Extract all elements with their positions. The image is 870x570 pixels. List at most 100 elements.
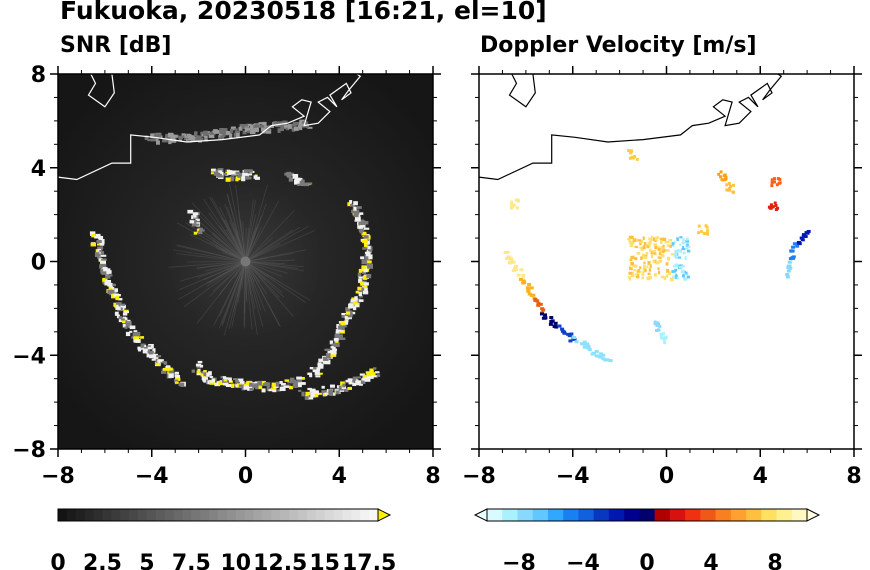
snr-echo-cell — [167, 132, 174, 137]
velocity-echo-cell — [644, 254, 648, 258]
snr-echo-cell — [203, 378, 207, 383]
velocity-echo-cell — [674, 275, 678, 279]
snr-ytick-label: 4 — [31, 157, 46, 182]
snr-echo-cell — [352, 301, 359, 305]
snr-clutter-ray — [245, 261, 252, 297]
velocity-echo-cell — [666, 240, 670, 243]
snr-echo-cell — [301, 376, 305, 380]
snr-echo-cell — [314, 393, 319, 398]
snr-echo-cell — [152, 137, 156, 142]
snr-echo-cell — [370, 372, 376, 376]
snr-colorbar-cell — [164, 509, 175, 521]
snr-clutter-ray — [245, 261, 258, 336]
velocity-echo-cell — [699, 230, 703, 234]
snr-echo-cell — [312, 367, 318, 373]
velocity-echo-cell — [601, 353, 606, 357]
snr-colorbar-cell — [155, 509, 166, 521]
velocity-echo-cell — [657, 247, 661, 251]
snr-echo-cell — [280, 128, 285, 132]
snr-colorbar-cell — [129, 509, 139, 521]
velocity-echo-cell — [789, 249, 794, 253]
velocity-echo-cell — [605, 358, 610, 362]
velocity-echo-cell — [603, 358, 608, 362]
snr-clutter-ray — [176, 253, 246, 262]
snr-echo-cell — [323, 356, 329, 361]
velocity-echo-cell — [767, 205, 771, 209]
velocity-echo-cell — [654, 259, 657, 264]
velocity-echo-cell — [685, 239, 689, 243]
snr-clutter-ray — [198, 220, 246, 262]
snr-echo-cell — [225, 383, 231, 388]
velocity-echo-cell — [770, 184, 774, 188]
snr-echo-cell — [95, 249, 101, 253]
snr-clutter-ray — [245, 261, 280, 327]
velocity-echo-cell — [628, 238, 632, 242]
snr-echo-cell — [214, 130, 220, 134]
snr-echo-cell — [102, 267, 108, 272]
snr-echo-cell — [168, 373, 174, 378]
snr-echo-cell — [209, 376, 214, 379]
velocity-echo-cell — [653, 273, 657, 277]
snr-echo-cell — [104, 281, 110, 286]
snr-echo-cell — [175, 381, 179, 384]
snr-echo-cell — [262, 121, 267, 127]
snr-echo-cell — [258, 385, 263, 389]
snr-echo-cell — [118, 317, 123, 323]
snr-echo-cell — [367, 263, 373, 269]
snr-colorbar-cell — [262, 509, 272, 521]
velocity-echo-cell — [647, 272, 651, 276]
snr-echo-cell — [362, 247, 367, 250]
velocity-panel-title: Doppler Velocity [m/s] — [480, 33, 757, 58]
snr-echo-cell — [327, 353, 332, 359]
snr-echo-cell — [348, 381, 354, 385]
snr-colorbar-cell — [333, 509, 343, 521]
snr-echo-cell — [358, 278, 362, 282]
velocity-echo-cell — [659, 238, 664, 241]
snr-echo-cell — [279, 381, 283, 384]
velocity-echo-cell — [543, 313, 548, 317]
snr-echo-cell — [247, 176, 252, 180]
velocity-echo-cell — [724, 177, 728, 181]
snr-echo-cell — [168, 370, 174, 376]
snr-xtick-label: 8 — [425, 464, 440, 489]
snr-echo-cell — [235, 383, 239, 388]
velocity-echo-cell — [508, 256, 513, 260]
velocity-echo-cell — [720, 178, 724, 182]
snr-clutter-ray — [245, 200, 256, 262]
snr-echo-cell — [249, 382, 254, 387]
snr-echo-cell — [264, 382, 268, 387]
snr-clutter-ray — [208, 212, 246, 262]
velocity-echo-cell — [598, 352, 603, 356]
snr-echo-cell — [301, 391, 305, 397]
velocity-echo-cell — [685, 271, 688, 275]
snr-clutter-ray — [245, 261, 266, 313]
snr-echo-cell — [171, 372, 177, 378]
snr-clutter-ray — [211, 197, 246, 262]
snr-echo-cell — [358, 219, 365, 224]
velocity-echo-cell — [536, 301, 541, 305]
snr-echo-cell — [223, 128, 228, 133]
velocity-echo-cell — [587, 348, 592, 352]
snr-echo-cell — [273, 121, 277, 127]
snr-echo-cell — [293, 126, 299, 131]
velocity-echo-cell — [805, 231, 810, 235]
velocity-echo-cell — [650, 235, 654, 239]
snr-echo-cell — [161, 370, 167, 374]
snr-echo-cell — [120, 304, 126, 309]
snr-echo-cell — [357, 286, 364, 291]
snr-echo-cell — [142, 348, 148, 354]
snr-echo-cell — [288, 385, 294, 390]
snr-echo-cell — [248, 173, 253, 176]
snr-echo-cell — [250, 129, 256, 135]
snr-echo-cell — [362, 275, 368, 280]
snr-echo-cell — [196, 372, 202, 376]
snr-echo-cell — [340, 381, 346, 386]
snr-echo-cell — [246, 123, 252, 126]
velocity-echo-cell — [671, 270, 675, 273]
velocity-echo-cell — [647, 261, 651, 265]
snr-echo-cell — [204, 138, 208, 142]
snr-echo-cell — [356, 206, 362, 209]
snr-echo-cell — [356, 214, 361, 218]
snr-echo-cell — [353, 206, 357, 211]
snr-echo-cell — [115, 306, 121, 310]
